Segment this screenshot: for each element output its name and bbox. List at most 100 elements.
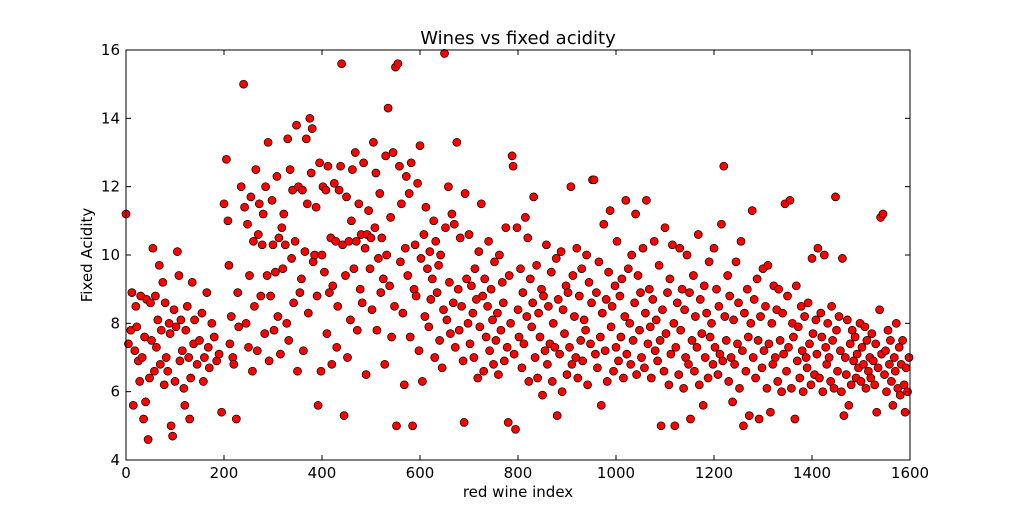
x-tick-label: 1400 [793,464,831,482]
data-point [180,400,190,410]
data-point [376,288,386,297]
data-point [396,257,405,267]
data-point [436,250,445,260]
data-point [844,400,854,410]
data-point [523,233,533,243]
data-point [287,254,296,263]
data-point [703,373,713,383]
data-point [553,295,563,304]
data-point [399,380,409,390]
data-point [562,370,572,379]
data-point [623,264,633,274]
data-point [143,435,153,444]
data-point [241,318,251,328]
data-point [529,192,539,202]
data-point [427,274,437,284]
data-point [675,243,685,253]
data-point [248,366,257,376]
data-point [424,322,434,332]
data-point [557,387,567,397]
data-point [826,377,835,386]
data-point [455,233,465,243]
data-point [840,353,850,362]
data-point [481,332,491,342]
data-point [626,359,636,369]
data-point [501,223,511,233]
data-point [723,271,733,280]
data-point [371,168,381,178]
data-point [551,254,561,263]
data-point [748,353,758,362]
data-point [224,260,234,270]
data-point [646,373,656,383]
data-point [666,349,676,359]
data-point [137,353,147,362]
data-point [746,318,756,328]
data-point [380,359,390,369]
data-point [348,165,357,174]
data-point [153,315,163,325]
data-point [421,202,431,212]
data-point [440,49,449,58]
data-point [513,305,523,315]
data-point [295,288,305,297]
data-point [225,339,235,349]
data-point [486,284,496,294]
data-point [355,284,365,294]
data-point [202,288,212,297]
data-point [369,137,378,147]
data-point [177,346,187,356]
data-point [868,356,878,366]
data-point [637,353,646,362]
y-tick-label: 14 [101,109,120,127]
data-point [898,336,907,345]
data-point [695,295,705,304]
data-point [184,353,194,362]
data-point [364,206,373,215]
data-point [671,342,681,352]
data-point [728,397,737,407]
data-point [686,414,695,424]
data-point [656,421,666,431]
data-point [381,151,391,161]
y-tick-label: 10 [101,246,120,264]
data-point [315,158,324,168]
data-point [778,308,787,318]
data-point [665,274,675,284]
data-point [532,260,541,270]
data-point [552,411,562,420]
data-point [419,230,429,239]
data-point [592,288,601,297]
data-point [712,284,721,294]
data-point [473,373,483,383]
data-point [244,342,253,352]
data-point [336,161,345,171]
data-point [171,322,181,332]
data-point [447,209,457,219]
data-point [518,288,528,297]
data-point [787,383,796,393]
data-point [349,264,359,274]
data-point [141,397,150,407]
data-point [289,298,298,308]
data-point [605,206,615,215]
data-point [586,339,595,349]
data-point [260,329,270,338]
data-point [808,329,818,338]
data-point [207,318,217,328]
data-point [829,383,839,393]
data-point [325,288,334,297]
data-point [885,359,894,369]
data-point [578,356,588,366]
data-point [821,342,831,352]
data-point [414,346,424,356]
data-point [488,315,497,325]
data-point [550,342,560,352]
data-point [740,308,749,318]
data-point [293,366,302,376]
data-point [493,308,502,318]
data-point [469,353,479,362]
data-point [262,271,272,280]
data-point [793,322,803,332]
data-point [801,353,811,362]
